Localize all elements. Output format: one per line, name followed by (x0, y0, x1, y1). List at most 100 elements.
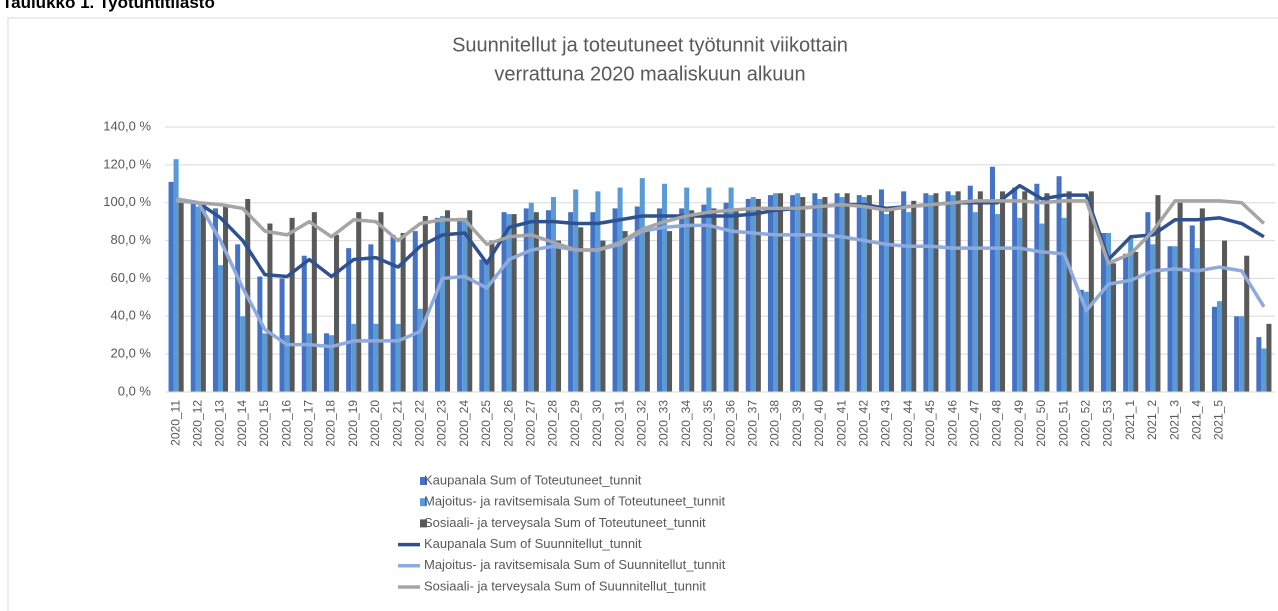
bar (967, 185, 973, 392)
bar (684, 187, 690, 392)
x-tick-label: 2020_12 (190, 400, 204, 447)
y-tick-label: 100,0 % (103, 194, 151, 209)
x-tick-label: 2020_28 (546, 400, 560, 447)
bar (422, 215, 428, 392)
bar (257, 276, 263, 392)
bar (800, 197, 806, 392)
x-tick-label: 2020_53 (1101, 400, 1115, 447)
bar (467, 210, 473, 392)
bar (417, 308, 423, 392)
bar (945, 191, 951, 392)
bar (778, 193, 784, 392)
y-tick-label: 0,0 % (118, 383, 152, 398)
bar (1128, 236, 1134, 392)
bar (200, 204, 206, 392)
bar (1017, 217, 1023, 392)
bar (590, 212, 596, 392)
bar (706, 187, 712, 392)
bar (600, 240, 606, 392)
bar (334, 234, 340, 392)
bar (812, 193, 818, 392)
x-tick-label: 2020_36 (723, 400, 737, 447)
x-tick-label: 2020_20 (368, 400, 382, 447)
x-tick-label: 2020_23 (435, 400, 449, 447)
legend-label: Sosiaali- ja terveysala Sum of Suunnitel… (424, 578, 706, 593)
bar (267, 223, 273, 392)
bar (1105, 233, 1112, 392)
y-tick-label: 20,0 % (111, 346, 152, 361)
bar (328, 335, 335, 392)
bar (795, 193, 801, 392)
bar (878, 189, 884, 392)
bar (728, 187, 734, 392)
bar (351, 323, 357, 392)
bar (550, 197, 557, 392)
bar (306, 333, 312, 392)
bar (262, 333, 268, 392)
bar (568, 212, 574, 392)
x-tick-label: 2020_22 (412, 400, 426, 447)
x-tick-label: 2020_19 (346, 400, 360, 447)
bar (861, 197, 867, 392)
bar (844, 193, 850, 392)
bar (906, 212, 912, 392)
legend-label: Kaupanala Sum of Toteutuneet_tunnit (424, 472, 642, 487)
bar (412, 231, 418, 392)
bar (378, 212, 384, 392)
bar (928, 195, 934, 392)
bar (279, 278, 285, 392)
x-tick-label: 2021_3 (1167, 400, 1181, 440)
bar (1256, 337, 1262, 392)
bar (173, 159, 179, 392)
bar (301, 255, 307, 392)
x-tick-label: 2020_31 (612, 400, 626, 447)
bar (834, 193, 840, 392)
bar (545, 210, 551, 392)
bar (790, 195, 796, 392)
x-tick-label: 2020_11 (168, 400, 182, 446)
bar (1244, 255, 1250, 392)
x-tick-label: 2020_26 (501, 400, 515, 447)
x-tick-label: 2020_43 (879, 400, 893, 447)
x-tick-label: 2020_45 (923, 400, 937, 447)
y-tick-label: 60,0 % (111, 270, 152, 285)
x-tick-label: 2020_30 (590, 400, 604, 447)
bar (701, 204, 707, 392)
chart-border (7, 17, 1278, 611)
bar (439, 215, 446, 392)
x-tick-label: 2020_47 (967, 400, 981, 447)
bar (901, 191, 907, 392)
bar (1083, 291, 1089, 392)
bar (479, 259, 485, 392)
bar (617, 187, 623, 392)
x-tick-label: 2020_25 (479, 400, 493, 447)
bar (1000, 191, 1006, 392)
legend-swatch (420, 519, 427, 528)
bar (772, 193, 779, 392)
line (175, 183, 1265, 279)
bar (923, 193, 929, 392)
bar (745, 198, 751, 392)
bar (1061, 217, 1067, 392)
x-tick-label: 2020_16 (279, 400, 293, 447)
bar (667, 231, 673, 392)
x-tick-label: 2021_2 (1145, 400, 1159, 440)
bar (395, 323, 401, 392)
x-tick-label: 2020_27 (523, 400, 537, 447)
bar (1111, 263, 1117, 392)
bar (595, 191, 601, 392)
legend-label: Sosiaali- ja terveysala Sum of Toteutune… (424, 515, 706, 530)
bar (528, 202, 534, 392)
bar (289, 217, 295, 392)
y-tick-label: 40,0 % (111, 308, 152, 323)
bar (972, 212, 978, 392)
x-tick-label: 2020_33 (657, 400, 671, 447)
x-tick-label: 2020_38 (768, 400, 782, 447)
bar (755, 198, 761, 392)
x-tick-label: 2020_35 (701, 400, 715, 447)
bar (661, 183, 668, 392)
bar (622, 231, 628, 392)
legend-label: Majoitus- ja ravitsemisala Sum of Toteut… (424, 494, 725, 509)
bar (989, 166, 995, 392)
bar (511, 214, 517, 392)
